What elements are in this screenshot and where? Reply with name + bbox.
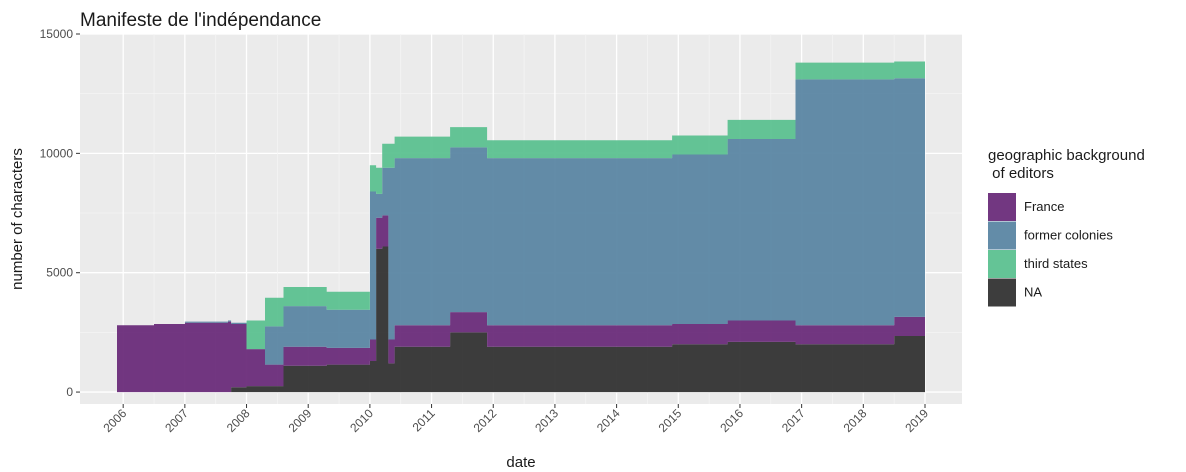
y-tick-label: 10000	[40, 146, 74, 160]
x-tick-label: 2014	[594, 406, 623, 435]
legend-label: third states	[1024, 256, 1088, 271]
x-tick-label: 2013	[532, 406, 561, 435]
x-tick-label: 2009	[286, 406, 315, 435]
x-tick-label: 2019	[902, 406, 931, 435]
x-tick-label: 2016	[717, 406, 746, 435]
x-tick-label: 2008	[224, 406, 253, 435]
x-tick-label: 2011	[410, 406, 438, 434]
x-tick-label: 2017	[779, 406, 808, 435]
y-axis: 0 5000 10000 15000	[40, 27, 80, 399]
x-tick-label: 2012	[471, 406, 500, 435]
y-tick-label: 0	[66, 385, 73, 399]
legend-label: France	[1024, 199, 1064, 214]
x-tick-label: 2015	[656, 406, 685, 435]
y-axis-title: number of characters	[9, 148, 26, 290]
legend-title: geographic background of editors	[988, 147, 1145, 182]
area-series-france	[117, 215, 925, 393]
stacked-areas	[117, 61, 925, 393]
y-tick-label: 15000	[40, 27, 74, 41]
legend-label: former colonies	[1024, 228, 1113, 243]
legend-key	[988, 278, 1016, 307]
legend-key	[988, 193, 1016, 221]
chart-title: Manifeste de l'indépendance	[80, 10, 322, 31]
area-series-former-colonies	[117, 78, 925, 365]
legend: geographic background of editors France fo…	[988, 147, 1145, 307]
area-series-na	[117, 246, 925, 393]
x-axis-title: date	[506, 454, 535, 471]
legend-label: NA	[1024, 285, 1042, 300]
legend-key	[988, 250, 1016, 278]
x-tick-label: 2006	[101, 406, 130, 435]
x-tick-label: 2007	[162, 406, 191, 435]
x-tick-label: 2018	[841, 406, 870, 435]
y-tick-label: 5000	[46, 266, 73, 280]
legend-key	[988, 221, 1016, 250]
x-axis: 2006 2007 2008 2009 2010 2011 2012 2013 2014 2015…	[101, 404, 931, 435]
x-tick-label: 2010	[347, 406, 376, 435]
